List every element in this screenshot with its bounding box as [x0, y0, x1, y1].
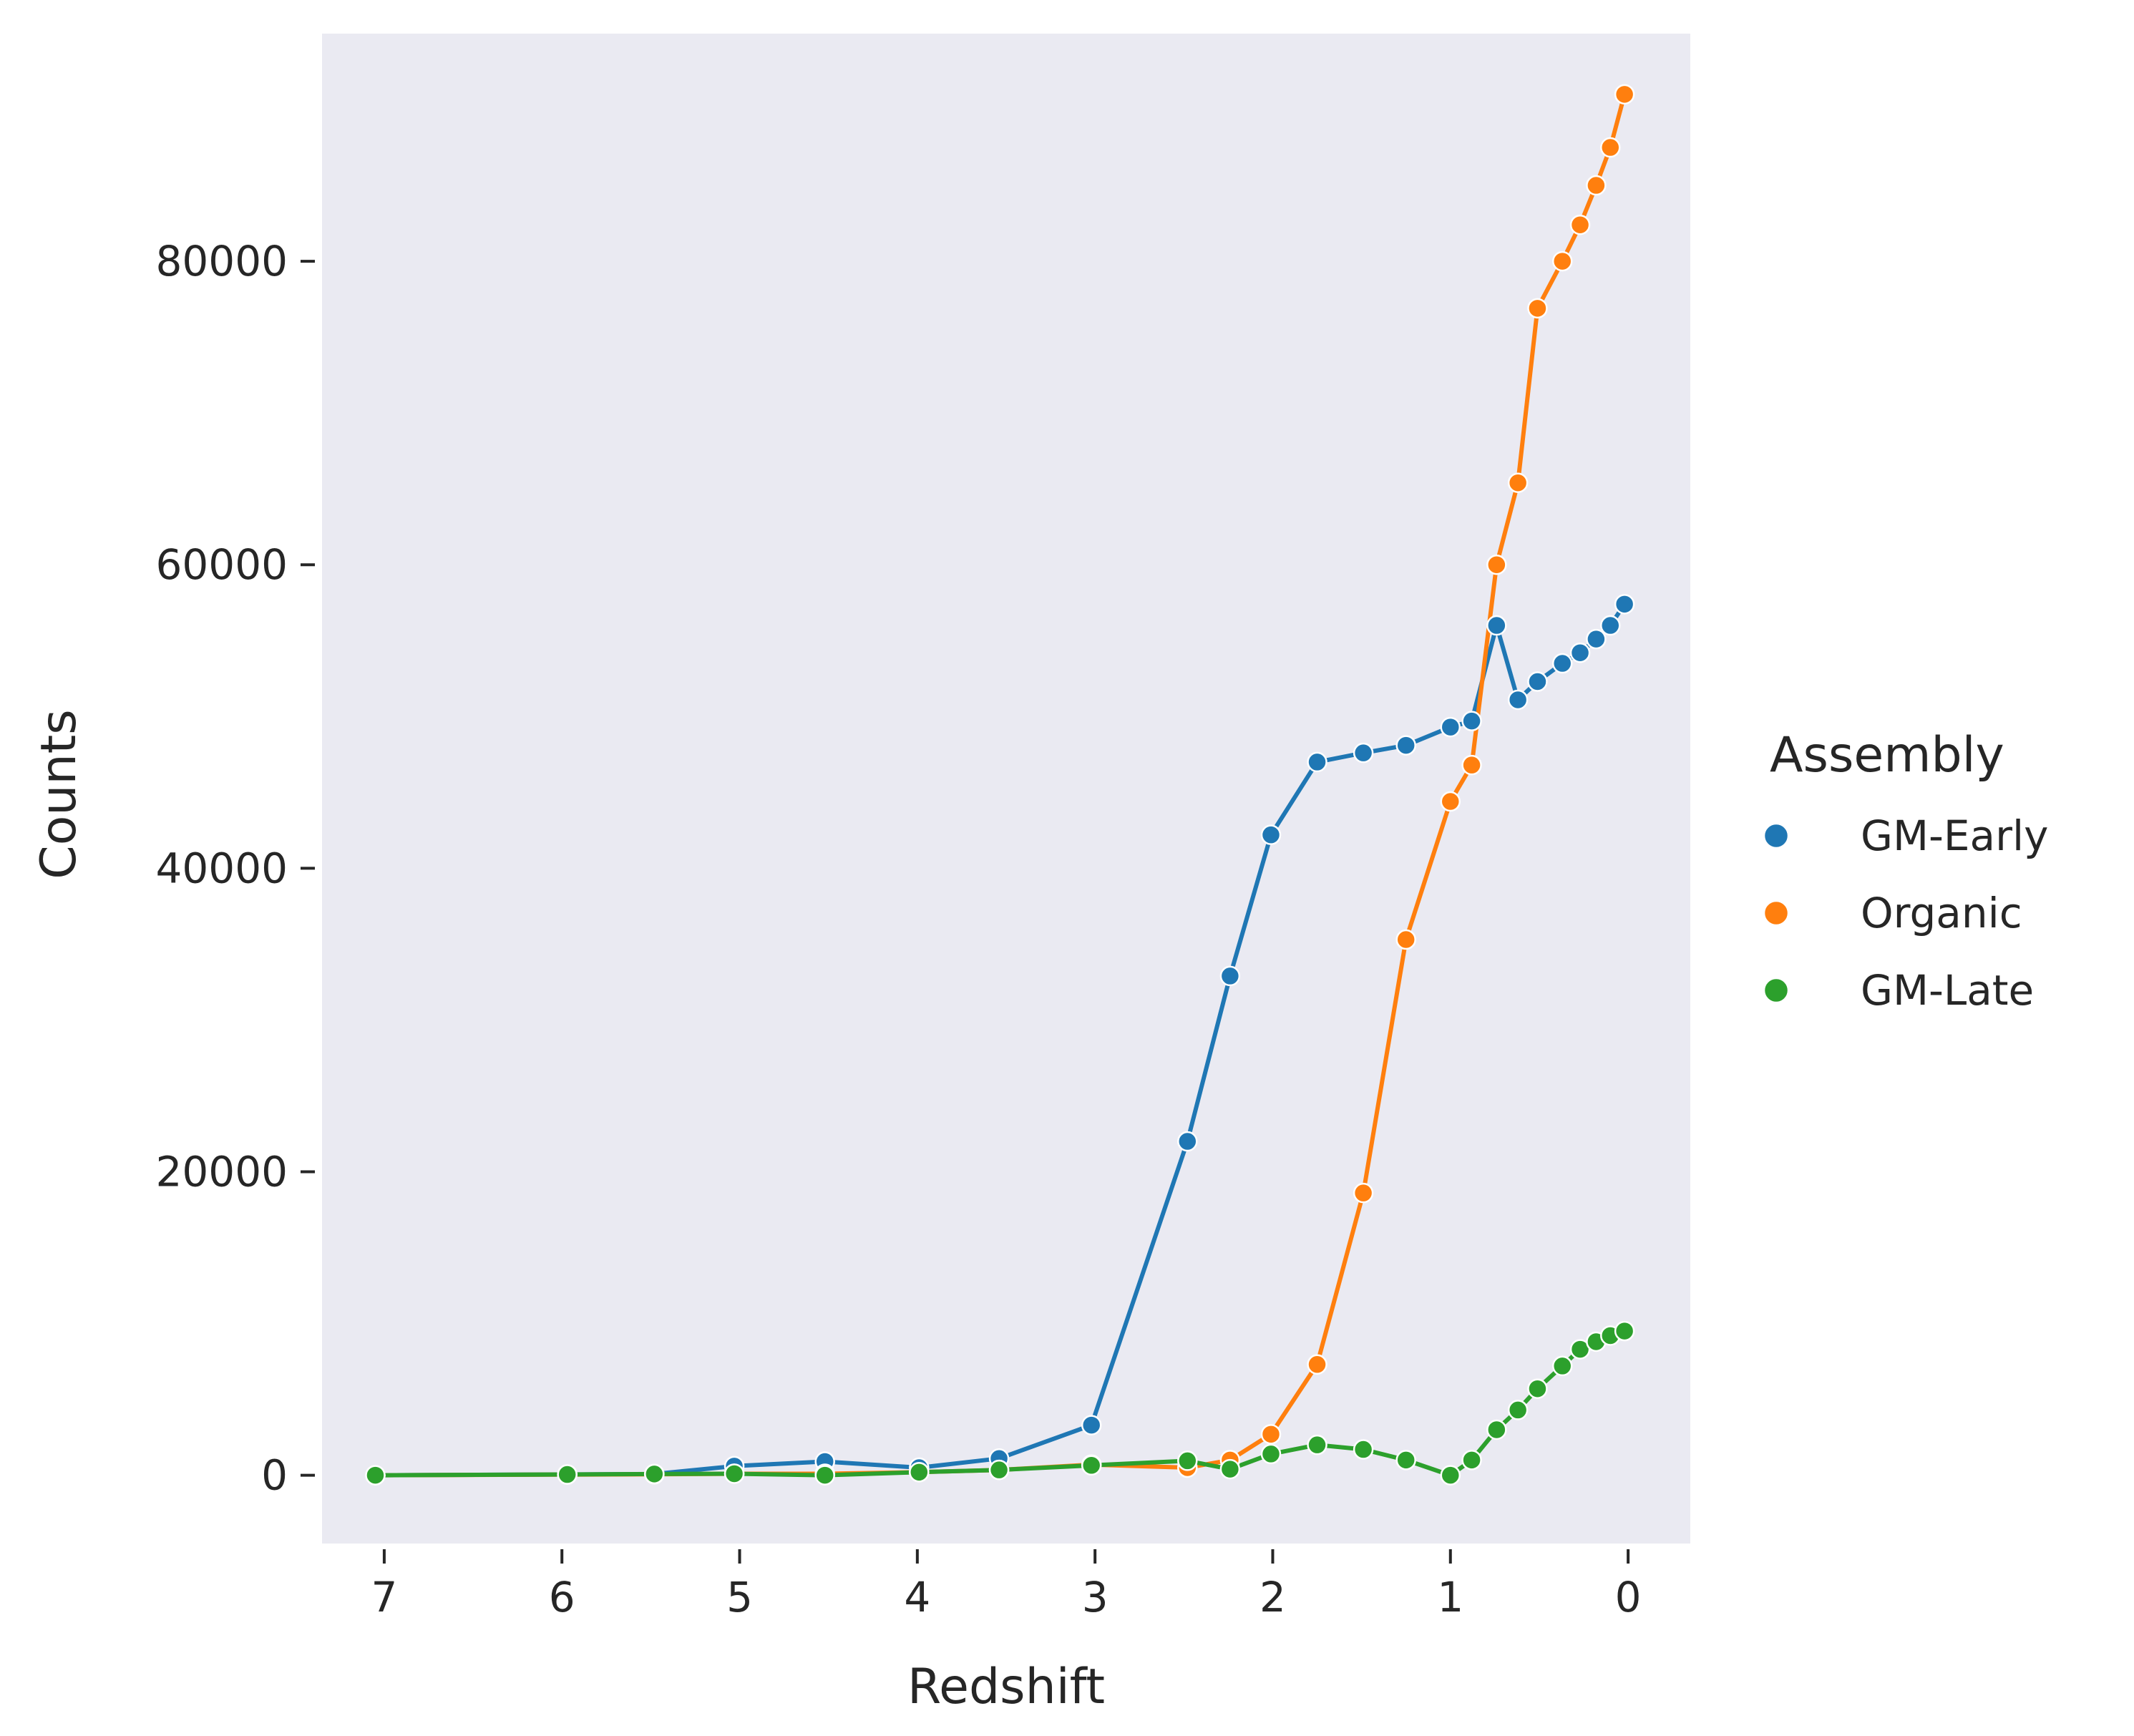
y-tick-label: 40000: [155, 844, 288, 892]
data-point-organic: [1569, 214, 1591, 235]
data-point-gm-late: [1177, 1450, 1198, 1471]
x-tick-label: 7: [371, 1573, 397, 1622]
data-point-gm-early: [1081, 1415, 1102, 1435]
data-point-gm-early: [1600, 615, 1621, 636]
data-point-gm-late: [1307, 1434, 1327, 1455]
data-point-gm-early: [1569, 642, 1591, 663]
y-tick-label: 20000: [155, 1147, 288, 1196]
data-point-organic: [1600, 137, 1621, 158]
legend-title: Assembly: [1770, 727, 2004, 784]
x-tick-label: 4: [904, 1573, 930, 1622]
x-tick-label: 6: [549, 1573, 575, 1622]
data-point-organic: [1353, 1182, 1374, 1204]
data-point-gm-late: [1219, 1458, 1241, 1480]
data-point-organic: [1260, 1424, 1282, 1445]
data-point-gm-late: [1440, 1465, 1461, 1486]
series-points: [365, 84, 1635, 1486]
data-point-gm-late: [1614, 1320, 1635, 1342]
legend-marker: [1763, 899, 1790, 927]
plot-background: [322, 34, 1690, 1544]
data-point-gm-early: [1586, 628, 1607, 650]
data-point-organic: [1527, 298, 1548, 319]
data-point-organic: [1551, 250, 1573, 272]
data-point-gm-late: [644, 1463, 665, 1485]
data-point-gm-early: [1395, 735, 1416, 756]
x-tick-label: 2: [1260, 1573, 1286, 1622]
data-point-gm-early: [1551, 653, 1573, 674]
y-axis-ticks: 0 20000 40000 60000 80000: [155, 237, 315, 1500]
legend: Assembly GM-Early Organic GM-Late: [1763, 727, 2048, 1015]
data-point-gm-late: [814, 1465, 835, 1486]
data-point-gm-early: [1614, 594, 1635, 615]
legend-entry-label: Organic: [1861, 889, 2022, 937]
data-point-gm-late: [1486, 1419, 1507, 1440]
data-point-organic: [1440, 791, 1461, 812]
data-point-gm-early: [1440, 716, 1461, 738]
x-tick-label: 1: [1437, 1573, 1463, 1622]
data-point-organic: [1307, 1354, 1327, 1375]
data-point-gm-late: [723, 1463, 745, 1484]
data-point-organic: [1461, 754, 1482, 776]
data-point-gm-late: [1353, 1439, 1374, 1460]
data-point-gm-late: [1461, 1450, 1482, 1471]
x-tick-label: 3: [1082, 1573, 1109, 1622]
data-point-organic: [1395, 929, 1416, 950]
data-point-gm-late: [1260, 1443, 1282, 1465]
data-point-gm-late: [1081, 1455, 1102, 1476]
legend-marker: [1763, 977, 1790, 1004]
data-point-gm-early: [1353, 742, 1374, 764]
x-tick-label: 0: [1615, 1573, 1642, 1622]
y-tick-label: 80000: [155, 237, 288, 286]
data-point-gm-early: [1507, 689, 1529, 711]
data-point-gm-late: [1395, 1450, 1416, 1471]
x-axis-label: Redshift: [907, 1659, 1105, 1715]
legend-entry-label: GM-Early: [1861, 811, 2048, 860]
data-point-organic: [1614, 84, 1635, 105]
data-point-gm-early: [1461, 711, 1482, 731]
data-point-gm-late: [1507, 1400, 1529, 1420]
y-tick-label: 0: [261, 1451, 288, 1500]
y-axis-label: Counts: [31, 709, 87, 879]
y-tick-label: 60000: [155, 540, 288, 589]
legend-marker: [1763, 822, 1790, 849]
legend-entry-label: GM-Late: [1861, 966, 2034, 1015]
data-point-gm-early: [1219, 965, 1241, 987]
data-point-gm-late: [988, 1459, 1010, 1481]
data-point-gm-early: [1177, 1131, 1198, 1152]
data-point-gm-early: [1307, 751, 1327, 773]
data-point-organic: [1507, 472, 1529, 493]
data-point-gm-late: [365, 1465, 386, 1486]
data-point-gm-early: [1527, 671, 1548, 692]
data-point-gm-early: [1486, 615, 1507, 636]
x-axis-ticks: 7 6 5 4 3 2 1 0: [371, 1549, 1642, 1622]
data-point-gm-late: [557, 1464, 578, 1485]
data-point-organic: [1486, 554, 1507, 575]
data-point-gm-late: [1551, 1355, 1573, 1377]
x-tick-label: 5: [726, 1573, 753, 1622]
data-point-gm-early: [1260, 824, 1282, 845]
data-point-gm-late: [1527, 1378, 1548, 1399]
data-point-organic: [1586, 175, 1607, 196]
data-point-gm-late: [909, 1462, 930, 1483]
